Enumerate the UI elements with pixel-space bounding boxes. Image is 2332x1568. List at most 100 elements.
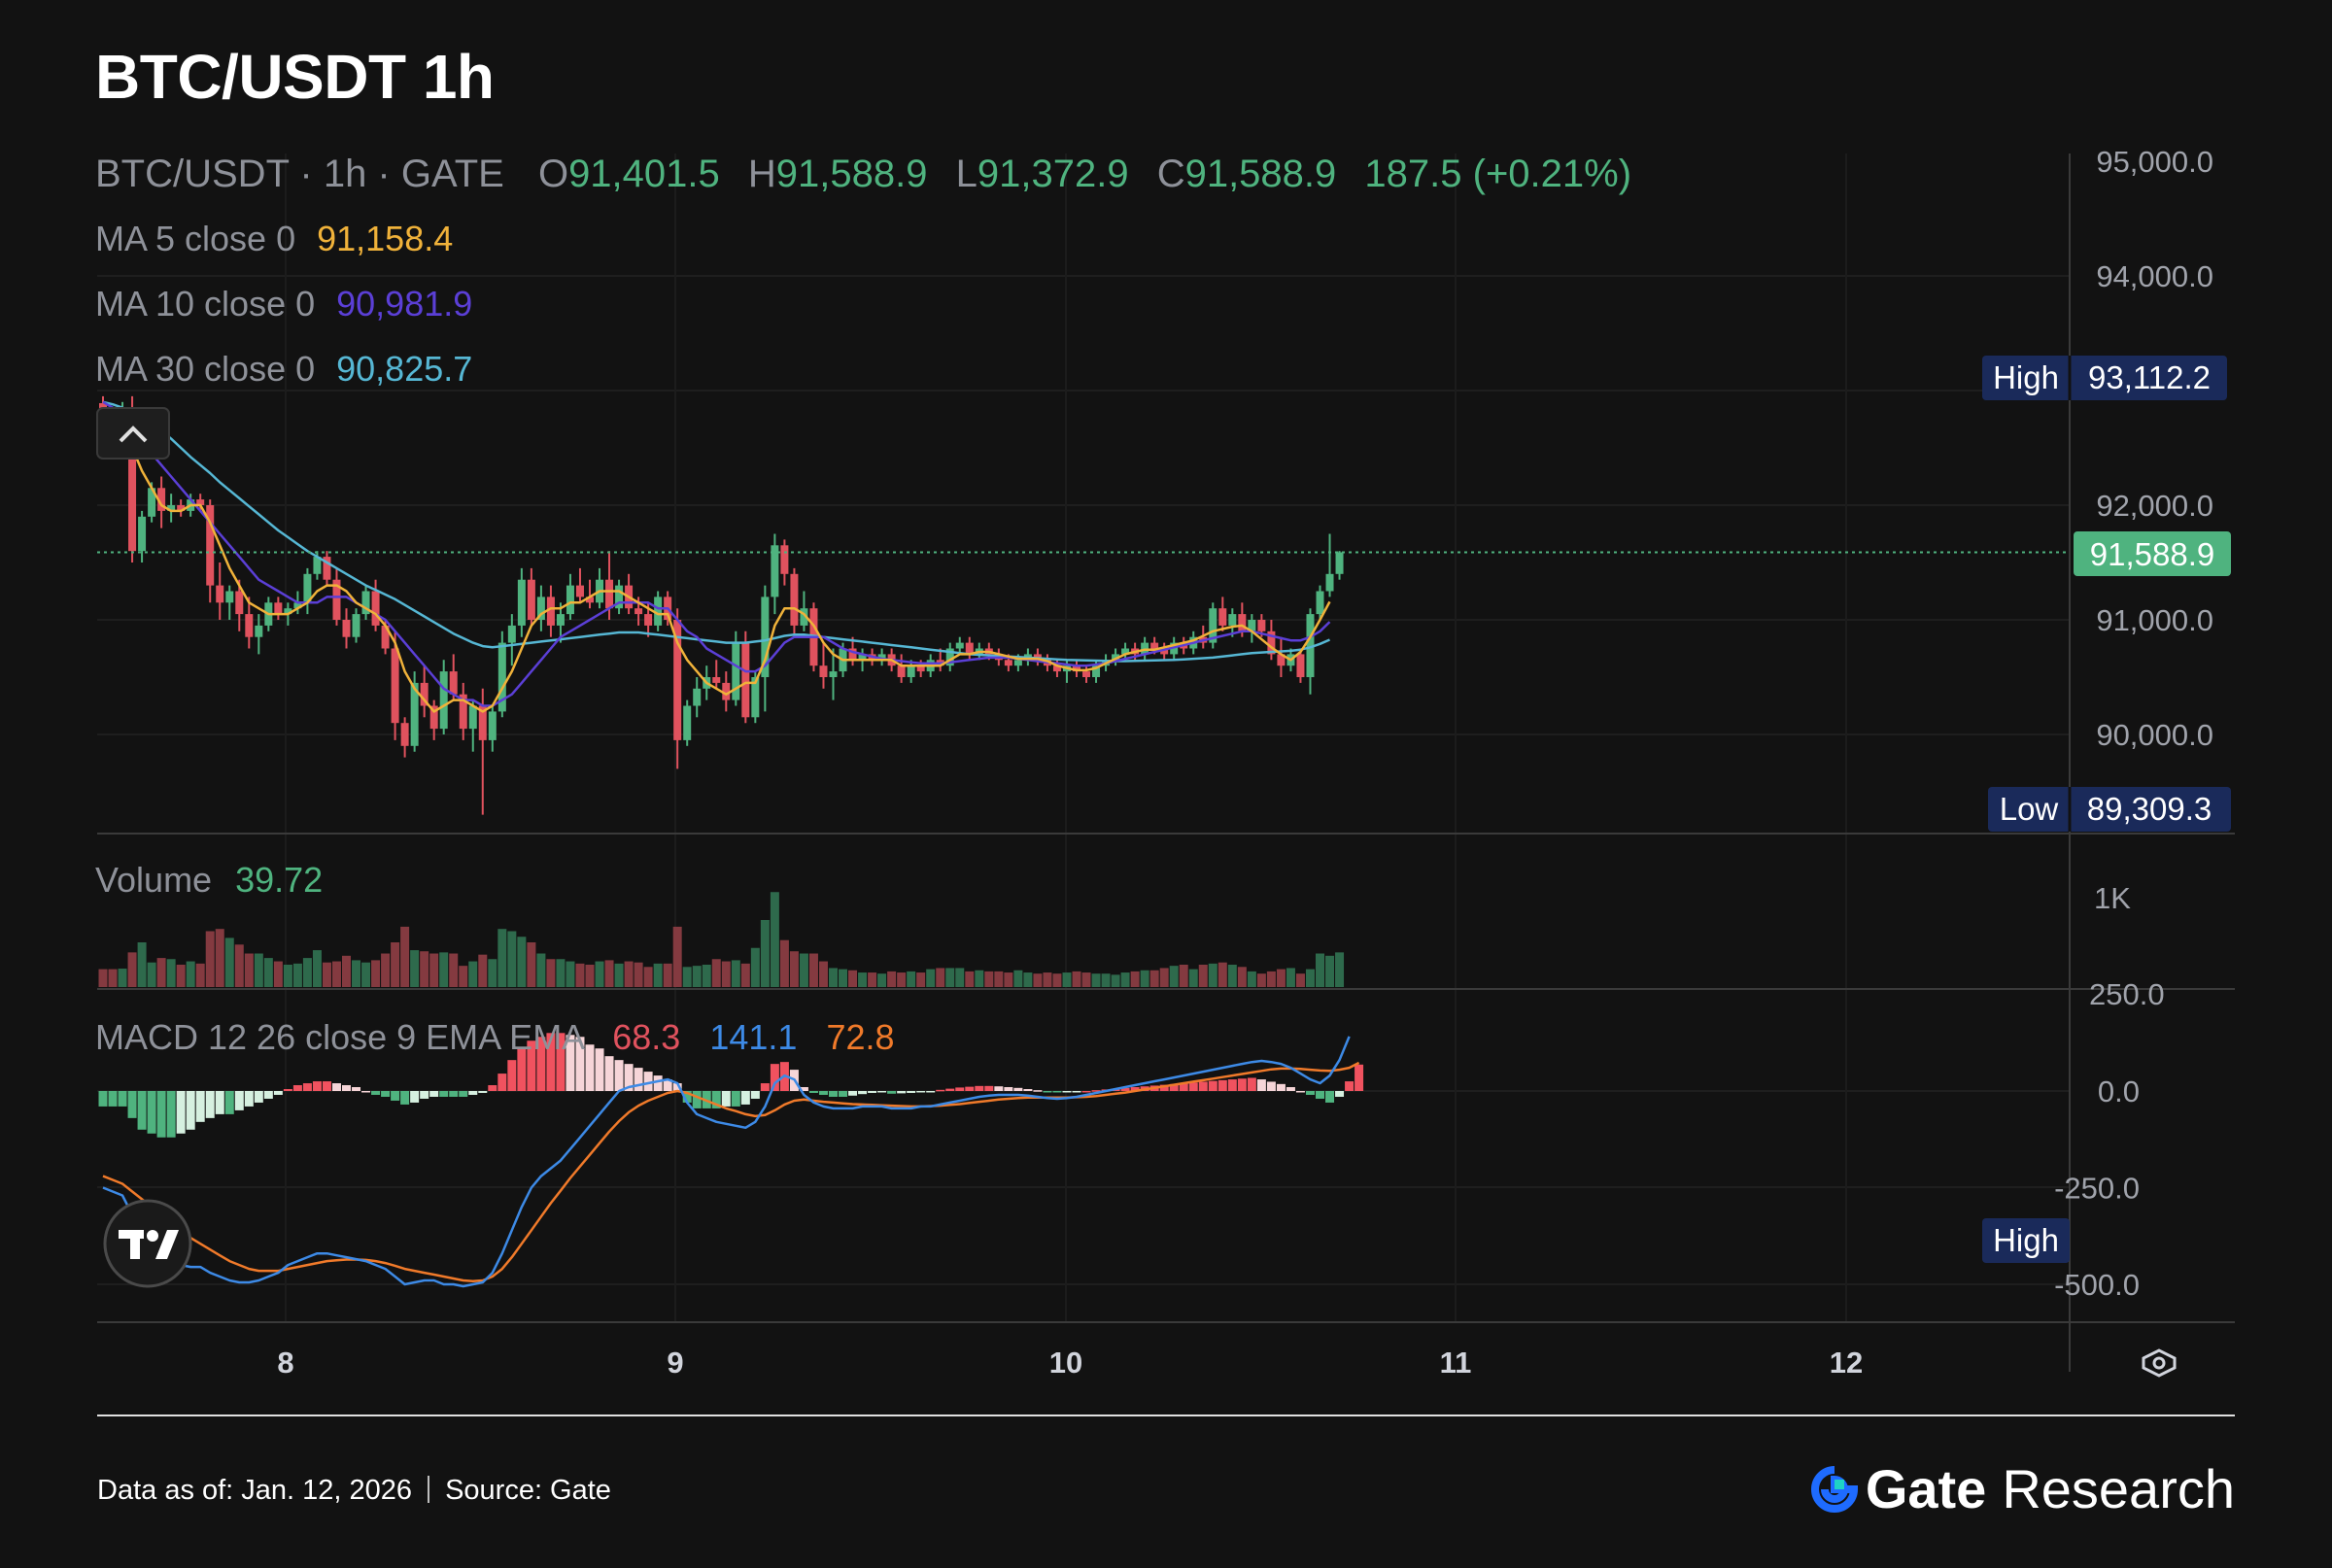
candle-body bbox=[157, 488, 166, 511]
footer-divider bbox=[97, 1415, 2235, 1416]
ma30-label: MA 30 close 0 bbox=[95, 349, 315, 389]
volume-bar bbox=[808, 953, 818, 987]
macd-hist-bar bbox=[215, 1091, 224, 1114]
macd-tick-label: -250.0 bbox=[2054, 1172, 2140, 1206]
candle-body bbox=[693, 688, 702, 706]
macd-hist-bar bbox=[546, 1033, 556, 1091]
time-axis[interactable]: 8 9 10 11 12 bbox=[277, 1346, 1863, 1380]
volume-bar bbox=[215, 929, 224, 987]
volume-bar bbox=[371, 960, 381, 987]
open-label: O bbox=[538, 153, 568, 195]
macd-hist-bar bbox=[147, 1091, 156, 1134]
last-price-value: 91,588.9 bbox=[2090, 536, 2214, 572]
candle-body bbox=[634, 608, 643, 615]
candle-body bbox=[722, 682, 731, 700]
candle-body bbox=[615, 585, 624, 609]
macd-value: 141.1 bbox=[709, 1017, 797, 1057]
gate-research-logo: Gate Research bbox=[1810, 1457, 2235, 1520]
volume-bar bbox=[1179, 965, 1188, 987]
volume-bar bbox=[98, 969, 108, 987]
macd-hist-bar bbox=[1072, 1091, 1081, 1093]
macd-hist-bar bbox=[624, 1064, 634, 1091]
volume-bar bbox=[400, 926, 410, 987]
macd-hist-bar bbox=[799, 1087, 808, 1091]
candle-body bbox=[352, 614, 360, 637]
macd-hist-bar bbox=[721, 1091, 731, 1107]
close-value: 91,588.9 bbox=[1185, 153, 1337, 195]
tradingview-logo[interactable] bbox=[103, 1199, 192, 1288]
candle-body bbox=[313, 557, 322, 574]
candle-body bbox=[527, 579, 535, 620]
collapse-legend-button[interactable] bbox=[96, 407, 170, 460]
macd-hist-bar bbox=[1266, 1081, 1276, 1091]
macd-hist-value: 68.3 bbox=[612, 1017, 680, 1057]
volume-bar bbox=[1130, 971, 1140, 987]
volume-bar bbox=[672, 926, 682, 987]
candle-body bbox=[1052, 665, 1061, 672]
low-marker-value: 89,309.3 bbox=[2087, 791, 2212, 827]
macd-hist-bar bbox=[634, 1068, 643, 1091]
candle-body bbox=[255, 625, 263, 637]
macd-hist-bar bbox=[1062, 1091, 1072, 1093]
candle-body bbox=[1296, 654, 1305, 677]
high-marker-label: High bbox=[1993, 359, 2059, 395]
volume-bar bbox=[711, 959, 721, 987]
candle-body bbox=[196, 499, 205, 505]
time-tick-label: 8 bbox=[277, 1346, 293, 1380]
macd-hist-bar bbox=[839, 1091, 848, 1097]
candle-body bbox=[274, 602, 283, 615]
macd-hist-bar bbox=[1208, 1080, 1217, 1091]
volume-bar bbox=[818, 961, 828, 987]
macd-signal-value: 72.8 bbox=[826, 1017, 894, 1057]
price-tick-label: 94,000.0 bbox=[2096, 259, 2213, 293]
high-value: 91,588.9 bbox=[776, 153, 928, 195]
page-title: BTC/USDT 1h bbox=[95, 42, 495, 112]
price-axis[interactable]: 95,000.0 94,000.0 92,000.0 91,000.0 90,000.0 bbox=[2096, 145, 2213, 752]
volume-bar bbox=[1188, 969, 1198, 987]
macd-hist-bar bbox=[410, 1091, 420, 1103]
macd-hist-bar bbox=[936, 1089, 945, 1092]
candle-body bbox=[517, 579, 526, 626]
volume-legend: Volume 39.72 bbox=[95, 860, 323, 900]
volume-bar bbox=[1101, 973, 1111, 987]
volume-tick-250: 250.0 bbox=[2089, 977, 2165, 1011]
volume-bar bbox=[1004, 972, 1013, 987]
macd-axis[interactable]: 0.0 -250.0 -500.0 bbox=[2054, 1074, 2140, 1302]
chart-settings-button[interactable] bbox=[2142, 1348, 2177, 1378]
high-label: H bbox=[748, 153, 776, 195]
volume-bar bbox=[1276, 969, 1286, 987]
candle-body bbox=[1004, 660, 1012, 666]
volume-bar bbox=[302, 958, 312, 987]
candle-body bbox=[225, 591, 234, 603]
volume-bar bbox=[731, 960, 740, 987]
time-tick-label: 9 bbox=[667, 1346, 683, 1380]
time-tick-label: 10 bbox=[1049, 1346, 1082, 1380]
volume-bar bbox=[361, 962, 371, 987]
macd-hist-bar bbox=[818, 1091, 828, 1095]
macd-hist-bar bbox=[468, 1091, 478, 1095]
candle-body bbox=[605, 579, 614, 609]
volume-bar bbox=[391, 942, 400, 987]
candle-body bbox=[138, 516, 147, 552]
volume-bar bbox=[1286, 968, 1295, 987]
macd-hist-bar bbox=[1305, 1091, 1315, 1095]
high-marker: High 93,112.2 bbox=[1982, 356, 2227, 400]
macd-hist-bar bbox=[254, 1091, 263, 1103]
volume-bar bbox=[877, 973, 887, 987]
macd-hist-bar bbox=[361, 1091, 371, 1093]
macd-hist-bar bbox=[653, 1075, 663, 1091]
volume-bar bbox=[497, 929, 507, 987]
macd-hist-bar bbox=[195, 1091, 205, 1122]
macd-hist-bar bbox=[429, 1091, 439, 1097]
volume-bar bbox=[663, 963, 672, 987]
macd-hist-bar bbox=[108, 1091, 118, 1107]
volume-bar bbox=[1013, 970, 1023, 987]
candle-body bbox=[1013, 660, 1022, 666]
ma5-legend: MA 5 close 0 91,158.4 bbox=[95, 219, 453, 258]
volume-bar bbox=[1111, 974, 1120, 987]
ma5-label: MA 5 close 0 bbox=[95, 219, 295, 258]
volume-bar bbox=[1227, 965, 1237, 987]
macd-hist-bar bbox=[858, 1091, 868, 1095]
volume-bar bbox=[1325, 955, 1335, 987]
